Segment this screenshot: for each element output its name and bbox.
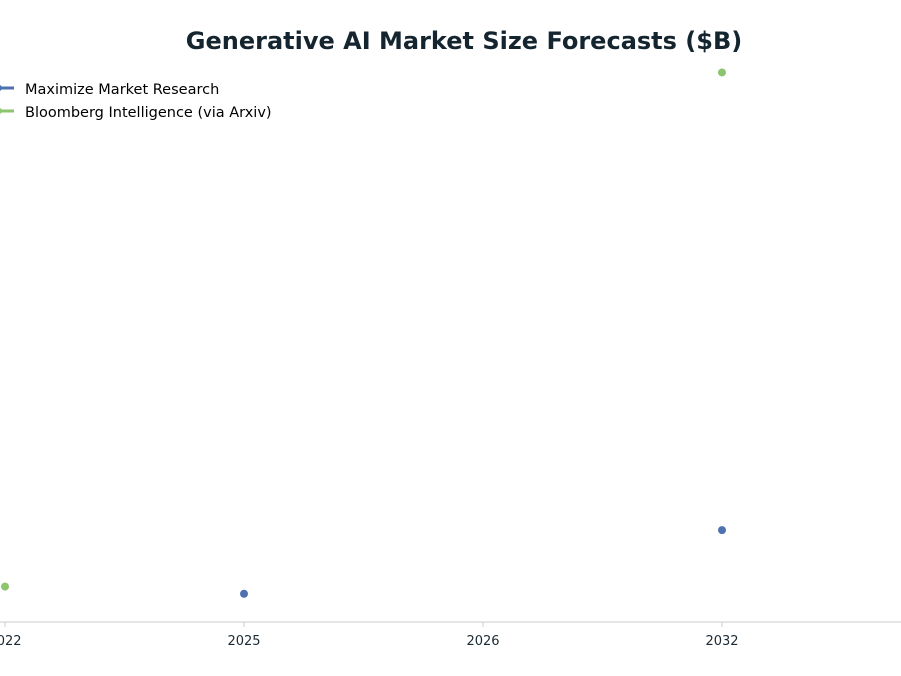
legend-marker-dot — [0, 85, 2, 91]
chart-title: Generative AI Market Size Forecasts ($B) — [186, 27, 742, 55]
data-point-series-0-2032[interactable] — [718, 526, 726, 535]
data-point-series-1-2032[interactable] — [718, 68, 726, 77]
data-point-series-0-2025[interactable] — [240, 589, 248, 598]
x-tick-label: 2026 — [466, 634, 499, 649]
x-tick-label: 2022 — [0, 634, 22, 649]
x-tick-label: 2025 — [227, 634, 260, 649]
legend-item-maximize[interactable]: Maximize Market Research — [0, 82, 219, 98]
x-axis-ticks: 2022 2025 2026 2032 — [0, 622, 739, 649]
legend: Maximize Market Research Bloomberg Intel… — [0, 82, 272, 121]
legend-item-bloomberg[interactable]: Bloomberg Intelligence (via Arxiv) — [0, 105, 272, 121]
legend-label: Maximize Market Research — [25, 82, 219, 98]
legend-marker-dot — [0, 108, 2, 114]
legend-label: Bloomberg Intelligence (via Arxiv) — [25, 105, 272, 121]
data-points — [1, 68, 726, 598]
x-tick-label: 2032 — [705, 634, 738, 649]
data-point-series-1-2022[interactable] — [1, 582, 9, 591]
